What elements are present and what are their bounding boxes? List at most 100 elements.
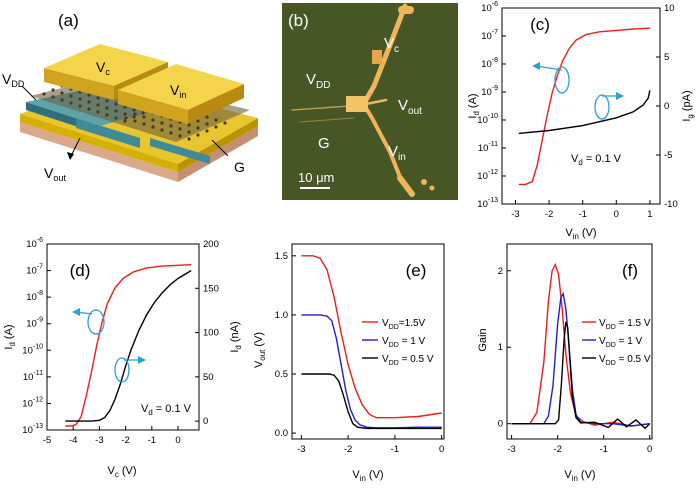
vin-label-a: Vin xyxy=(170,82,186,100)
panel-e-xlabel-main: V xyxy=(352,469,360,481)
panel-e-xtick-label: 0 xyxy=(439,444,444,455)
panel-d-ytick-base: 10 xyxy=(26,266,37,277)
channel-dot xyxy=(142,122,146,126)
panel-e-ylabel-sub: out xyxy=(258,349,267,361)
panel-f-legend-pre: V xyxy=(599,354,606,365)
channel-dot xyxy=(151,118,155,122)
dielectric-mid xyxy=(76,118,140,148)
panel-d-xlabel-main: V xyxy=(107,465,115,477)
panel-c-y2label-main: I xyxy=(681,119,693,122)
panel-b-label: (b) xyxy=(288,11,309,30)
panel-e-ylabel: Vout (V) xyxy=(253,332,267,368)
vdd-arrow xyxy=(21,85,37,101)
panel-d-annotation: Vd = 0.1 V xyxy=(141,403,192,417)
panel-d-y2label-sub: d xyxy=(234,345,243,349)
panel-f-legend-label: VDD = 0.5 V xyxy=(599,354,651,367)
panel-f-xlabel-unit: (V) xyxy=(578,469,596,481)
channel-dot xyxy=(87,107,91,111)
panel-d-ylabel: Id (A) xyxy=(3,324,17,349)
panel-d-xlabel: Vc (V) xyxy=(107,465,136,479)
panel-c-ylabel: Id (A) xyxy=(467,93,481,118)
panel-c-ig-marker xyxy=(594,94,610,120)
panel-f-xtick-label: -3 xyxy=(507,444,515,455)
panel-e-ytick-label: 0.0 xyxy=(275,428,288,439)
panel-d-ytick-exp: -12 xyxy=(33,396,43,403)
panel-c-ytick-label: 10-9 xyxy=(481,85,498,98)
panel-f-xtick-label: -1 xyxy=(599,444,607,455)
panel-c-xtick-label: 0 xyxy=(614,209,619,220)
panel-d-y2tick-label: 100 xyxy=(203,328,219,339)
panel-d-ytick-label: 10-12 xyxy=(22,396,43,409)
vc-tab xyxy=(372,50,382,64)
channel-dot xyxy=(78,97,82,101)
panel-c-xtick-label: -1 xyxy=(578,209,586,220)
panel-c-ytick-base: 10 xyxy=(478,143,489,154)
panel-e: -3 -2 -1 00.00.51.01.5(e)Vout (V)Vin (V)VDD… xyxy=(253,243,445,483)
panel-d-ytick-base: 10 xyxy=(26,319,37,330)
panel-c-ytick-exp: -10 xyxy=(488,113,498,120)
vc-electrode xyxy=(363,3,408,103)
panel-c-y2tick-label: -5 xyxy=(664,150,672,161)
channel-dot xyxy=(178,127,182,131)
panel-c-ytick-base: 10 xyxy=(477,171,488,182)
panel-d-xtick-label: 0 xyxy=(175,435,180,446)
panel-c-id-arrow xyxy=(535,65,563,71)
panel-f-ytick-label: 0 xyxy=(498,419,503,430)
electrodes xyxy=(291,3,415,197)
panel-e-legend-sub: DD xyxy=(389,342,399,349)
panel-e-legend-label: VDD=1.5V xyxy=(382,318,426,331)
panel-e-legend-label: VDD = 1 V xyxy=(382,336,426,349)
panel-c-annotation: Vd = 0.1 V xyxy=(571,153,622,167)
panel-c-id-arrowhead xyxy=(532,62,540,70)
panel-f-legend-label: VDD = 1.5 V xyxy=(599,318,651,331)
panel-c-ytick-label: 10-8 xyxy=(481,57,498,70)
channel-dot xyxy=(160,128,164,132)
panel-e-legend-sub: DD xyxy=(389,360,399,367)
panel-f-xlabel-sub: in xyxy=(572,474,578,483)
scale-label: 10 μm xyxy=(298,170,334,185)
panel-d-ytick-label: 10-9 xyxy=(26,317,43,330)
panel-d-xtick-label: -4 xyxy=(69,435,77,446)
panel-e-legend-pre: V xyxy=(382,354,389,365)
panel-c-ytick-exp: -12 xyxy=(488,169,498,176)
panel-d-ytick-exp: -13 xyxy=(33,423,43,430)
panel-c-xlabel-sub: in xyxy=(573,232,579,241)
panel-c-id-marker xyxy=(554,66,570,94)
channel-dot xyxy=(123,119,127,123)
channel-dot xyxy=(205,115,209,119)
panel-c-ytick-base: 10 xyxy=(477,199,488,210)
panel-e-ytick-label: 1.5 xyxy=(275,251,288,262)
panel-c-y2tick-label: 10 xyxy=(664,3,675,14)
panel-e-legend-label: VDD = 0.5 V xyxy=(382,354,434,367)
panel-e-xlabel: Vin (V) xyxy=(352,469,383,483)
vc-label-b: Vc xyxy=(384,35,399,55)
vin-pad-top xyxy=(118,64,244,110)
panel-f-series-2 xyxy=(511,321,651,430)
panel-f-label: (f) xyxy=(622,261,638,280)
panel-e-legend-post: = 1 V xyxy=(399,336,426,347)
channel-dot xyxy=(78,104,82,108)
panel-c-ytick-base: 10 xyxy=(481,3,492,14)
panel-c-y2label: Ig (pA) xyxy=(681,90,695,121)
debris-2 xyxy=(429,185,435,191)
panel-c-xtick-label: 1 xyxy=(647,209,652,220)
panel-e-series-0 xyxy=(301,255,442,419)
panel-c-ytick-exp: -11 xyxy=(488,141,498,148)
panel-d-lin-arrowhead xyxy=(138,356,146,364)
channel-dot xyxy=(214,118,218,122)
panel-c-ytick-exp: -8 xyxy=(492,57,498,64)
panel-c-xtick-label: -3 xyxy=(511,209,519,220)
panel-c-xtick-label: -2 xyxy=(545,209,553,220)
panel-e-ytick-label: 1.0 xyxy=(275,310,288,321)
panel-e-ylabel-main: V xyxy=(253,360,265,368)
channel-dot xyxy=(187,123,191,127)
panel-e-legend-pre: V xyxy=(382,336,389,347)
channel-dot xyxy=(205,122,209,126)
panel-c-xlabel: Vin (V) xyxy=(565,227,596,241)
panel-d-ylabel-unit: (A) xyxy=(3,324,15,342)
vin-pad-bottom xyxy=(397,175,415,197)
panel-e-ylabel-unit: (V) xyxy=(253,332,265,350)
micrograph-tint xyxy=(282,3,458,200)
